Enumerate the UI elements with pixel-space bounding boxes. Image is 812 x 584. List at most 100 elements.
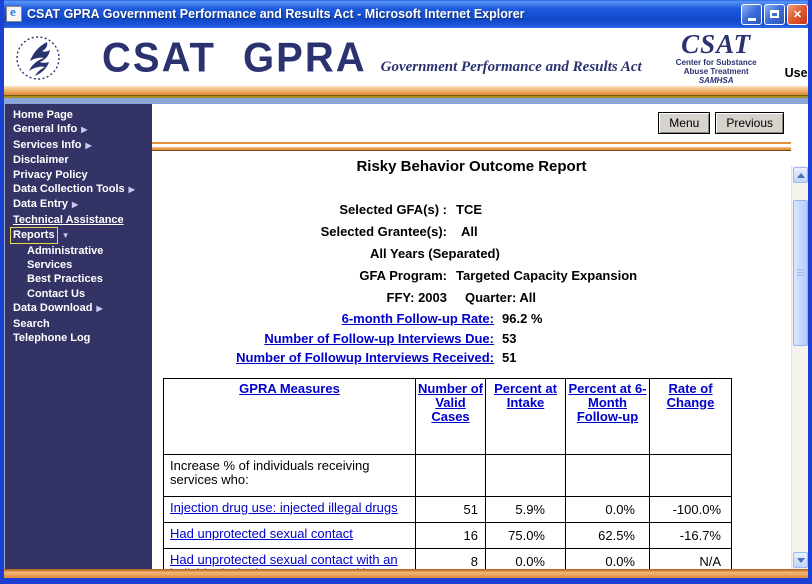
submenu-arrow-icon: ▶ bbox=[96, 304, 103, 314]
sidebar-item-home-page[interactable]: Home Page bbox=[13, 109, 73, 121]
sidebar-item-best-practices[interactable]: Best Practices bbox=[27, 273, 103, 286]
submenu-arrow-icon: ▶ bbox=[128, 185, 135, 195]
gfa-program-row: GFA Program: Targeted Capacity Expansion bbox=[152, 265, 791, 287]
header-percent-intake-link[interactable]: Percent at Intake bbox=[494, 380, 557, 410]
submenu-open-arrow-icon: ▼ bbox=[61, 231, 70, 241]
user-block: Logout User: Christopher Shumway bbox=[784, 36, 812, 80]
maximize-icon bbox=[770, 10, 779, 18]
sidebar-item-services-info[interactable]: Services Info ▶ bbox=[13, 138, 92, 151]
window-title: CSAT GPRA Government Performance and Res… bbox=[27, 7, 525, 21]
close-icon: ✕ bbox=[792, 8, 803, 21]
interviews-due-row: Number of Follow-up Interviews Due: 53 bbox=[152, 329, 791, 349]
csat-logo-line3: SAMHSA bbox=[698, 76, 734, 85]
percent-followup-value: 0.0% bbox=[565, 495, 650, 523]
percent-intake-value: 5.9% bbox=[485, 495, 566, 523]
vertical-scrollbar[interactable] bbox=[791, 166, 808, 569]
sidebar-item-technical-assistance[interactable]: Technical Assistance bbox=[13, 213, 124, 226]
header-valid-cases-link[interactable]: Number of Valid Cases bbox=[418, 380, 483, 424]
sidebar-item-reports[interactable]: Reports ▼ bbox=[10, 227, 152, 244]
percent-intake-value: 75.0% bbox=[485, 521, 566, 549]
interviews-received-value: 51 bbox=[502, 350, 517, 365]
header-periwinkle-stripe bbox=[4, 98, 808, 104]
sidebar-nav: Home Page General Info ▶ Services Info ▶ D… bbox=[4, 104, 152, 569]
sidebar-item-administrative[interactable]: Administrative bbox=[27, 244, 104, 257]
interviews-due-link[interactable]: Number of Follow-up Interviews Due: bbox=[264, 330, 494, 346]
header-orange-stripe bbox=[4, 86, 808, 95]
followup-rate-value: 96.2 % bbox=[502, 311, 543, 326]
scrollbar-grip-icon bbox=[797, 269, 804, 278]
csat-logo: CSAT Center for Substance Abuse Treatmen… bbox=[676, 31, 757, 85]
ffy-label: FFY: 2003 bbox=[386, 290, 447, 305]
scroll-down-button[interactable] bbox=[793, 552, 808, 568]
csat-logo-line2: Abuse Treatment bbox=[683, 67, 749, 76]
gfa-program-label: GFA Program: bbox=[359, 268, 447, 283]
rate-change-value: -100.0% bbox=[649, 495, 732, 523]
header-percent-followup-link[interactable]: Percent at 6-Month Follow-up bbox=[568, 380, 647, 424]
ie-page-icon bbox=[6, 4, 22, 22]
table-row: Increase % of individuals receiving serv… bbox=[163, 453, 732, 497]
interviews-received-link[interactable]: Number of Followup Interviews Received: bbox=[236, 350, 494, 365]
measure-hiv-contact-link[interactable]: Had unprotected sexual contact with an i… bbox=[170, 551, 398, 569]
quarter-label: Quarter: All bbox=[465, 290, 537, 305]
valid-cases-value: 16 bbox=[415, 521, 486, 549]
submenu-arrow-icon: ▶ bbox=[85, 140, 92, 150]
previous-button[interactable]: Previous bbox=[715, 112, 784, 134]
followup-rate-row: 6-month Follow-up Rate: 96.2 % bbox=[152, 309, 791, 329]
table-row: Injection drug use: injected illegal dru… bbox=[163, 495, 732, 523]
titlebar: CSAT GPRA Government Performance and Res… bbox=[4, 0, 808, 28]
percent-followup-value: 62.5% bbox=[565, 521, 650, 549]
header-gold-stripe bbox=[4, 95, 808, 98]
selected-gfa-row: Selected GFA(s) : TCE bbox=[152, 199, 791, 221]
sidebar-item-data-download[interactable]: Data Download ▶ bbox=[13, 302, 103, 315]
main-content: Menu Previous Risky Behavior Outcome Rep… bbox=[152, 104, 791, 569]
sidebar-item-contact-us[interactable]: Contact Us bbox=[27, 287, 86, 300]
submenu-arrow-icon: ▶ bbox=[81, 125, 88, 135]
selected-gfa-label: Selected GFA(s) : bbox=[339, 202, 447, 217]
header-rate-of-change-link[interactable]: Rate of Change bbox=[666, 380, 715, 410]
user-name-text: User: Christopher Shumway bbox=[784, 66, 812, 80]
brand-block: CSAT GPRA Government Performance and Res… bbox=[102, 34, 642, 81]
years-text: All Years (Separated) bbox=[370, 246, 500, 261]
maximize-button[interactable] bbox=[764, 3, 785, 25]
close-button[interactable]: ✕ bbox=[787, 3, 808, 25]
sidebar-item-general-info[interactable]: General Info ▶ bbox=[13, 123, 88, 136]
scrollbar-thumb[interactable] bbox=[793, 200, 808, 346]
minimize-button[interactable] bbox=[741, 3, 762, 25]
sidebar-item-disclaimer[interactable]: Disclaimer bbox=[13, 154, 69, 167]
brand-title: CSAT GPRA bbox=[102, 34, 367, 81]
content-separator bbox=[152, 142, 791, 151]
minimize-icon bbox=[747, 17, 756, 21]
report-fields: Selected GFA(s) : TCE Selected Grantee(s… bbox=[152, 199, 791, 368]
footer-orange-stripe bbox=[4, 569, 808, 578]
chevron-down-icon bbox=[796, 557, 805, 563]
selected-gfa-value: TCE bbox=[456, 202, 482, 217]
sidebar-item-data-entry[interactable]: Data Entry ▶ bbox=[13, 198, 79, 211]
submenu-arrow-icon: ▶ bbox=[72, 200, 79, 210]
interviews-due-value: 53 bbox=[502, 330, 517, 346]
sidebar-item-data-collection-tools[interactable]: Data Collection Tools ▶ bbox=[13, 183, 135, 196]
valid-cases-value: 51 bbox=[415, 495, 486, 523]
measure-unprotected-contact-link[interactable]: Had unprotected sexual contact bbox=[170, 525, 353, 541]
measure-category-text: Increase % of individuals receiving serv… bbox=[163, 453, 416, 497]
sidebar-item-privacy-policy[interactable]: Privacy Policy bbox=[13, 168, 88, 181]
followup-rate-link[interactable]: 6-month Follow-up Rate: bbox=[341, 311, 494, 326]
table-header-row: GPRA Measures Number of Valid Cases Perc… bbox=[163, 377, 732, 455]
sidebar-item-services[interactable]: Services bbox=[27, 259, 73, 272]
csat-logo-line1: Center for Substance bbox=[675, 58, 757, 67]
report-title: Risky Behavior Outcome Report bbox=[356, 158, 587, 175]
selected-grantee-label: Selected Grantee(s): bbox=[320, 224, 447, 239]
csat-logo-title: CSAT bbox=[681, 29, 752, 59]
brand-tagline: Government Performance and Results Act bbox=[380, 58, 642, 75]
page-header: CSAT GPRA Government Performance and Res… bbox=[4, 28, 808, 86]
measure-injection-drug-link[interactable]: Injection drug use: injected illegal dru… bbox=[170, 499, 398, 515]
sidebar-item-telephone-log[interactable]: Telephone Log bbox=[13, 332, 91, 345]
scroll-up-button[interactable] bbox=[793, 167, 808, 183]
interviews-received-row: Number of Followup Interviews Received: … bbox=[152, 348, 791, 368]
gfa-program-value: Targeted Capacity Expansion bbox=[456, 268, 638, 283]
sidebar-item-search[interactable]: Search bbox=[13, 317, 50, 330]
menu-button[interactable]: Menu bbox=[658, 112, 711, 134]
selected-grantee-value: All bbox=[461, 224, 478, 239]
header-gpra-measures-link[interactable]: GPRA Measures bbox=[239, 380, 340, 396]
selected-grantee-row: Selected Grantee(s): All bbox=[152, 221, 791, 243]
